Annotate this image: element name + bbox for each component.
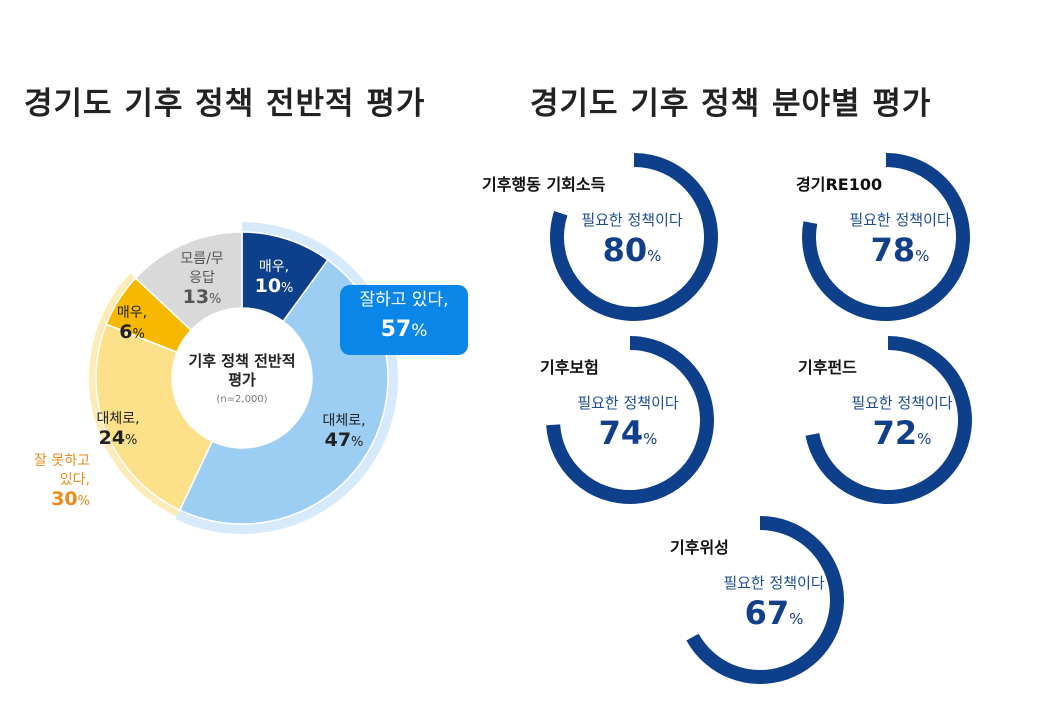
gauge-subtitle: 필요한 정책이다 xyxy=(723,574,825,592)
gauge-name: 경기RE100 xyxy=(796,175,883,194)
slice-1 xyxy=(178,258,389,525)
slice-2 xyxy=(95,323,214,512)
gauge-value: 74% xyxy=(598,414,658,452)
gauge-value: 72% xyxy=(872,414,932,452)
gauge-subtitle: 필요한 정책이다 xyxy=(851,394,953,412)
slice-label-3: 매우, 6% xyxy=(116,305,148,343)
bad-group-ring xyxy=(88,273,180,517)
gauge-name: 기후행동 기회소득 xyxy=(482,175,606,194)
bad-label: 잘 못하고 있다, 30% xyxy=(34,453,90,510)
donut-title: 기후 정책 전반적 평가 xyxy=(188,352,296,389)
gauge-name: 기후펀드 xyxy=(798,358,857,377)
donut-subtitle: (n=2,000) xyxy=(216,394,268,405)
slice-label-4: 모름/무응답 13% xyxy=(180,251,224,308)
center-label: 기후 정책 전반적 평가 (n=2,000) xyxy=(182,352,302,409)
good-callout: 잘하고 있다, 57% xyxy=(340,285,468,355)
slice-label-2: 대체로, 24% xyxy=(96,411,140,449)
right-title: 경기도 기후 정책 분야별 평가 xyxy=(530,86,932,122)
gauge-name: 기후보험 xyxy=(540,358,599,377)
gauge-value: 78% xyxy=(870,231,930,269)
gauge-value: 80% xyxy=(602,231,662,269)
slice-label-1: 대체로, 47% xyxy=(322,413,366,451)
left-title: 경기도 기후 정책 전반적 평가 xyxy=(24,86,426,122)
gauge-subtitle: 필요한 정책이다 xyxy=(849,211,951,229)
gauge-subtitle: 필요한 정책이다 xyxy=(581,211,683,229)
gauge-value: 67% xyxy=(744,594,804,632)
gauge-name: 기후위성 xyxy=(670,538,729,557)
slice-label-0: 매우, 10% xyxy=(254,259,294,297)
slice-4 xyxy=(134,231,243,332)
gauge-subtitle: 필요한 정책이다 xyxy=(577,394,679,412)
